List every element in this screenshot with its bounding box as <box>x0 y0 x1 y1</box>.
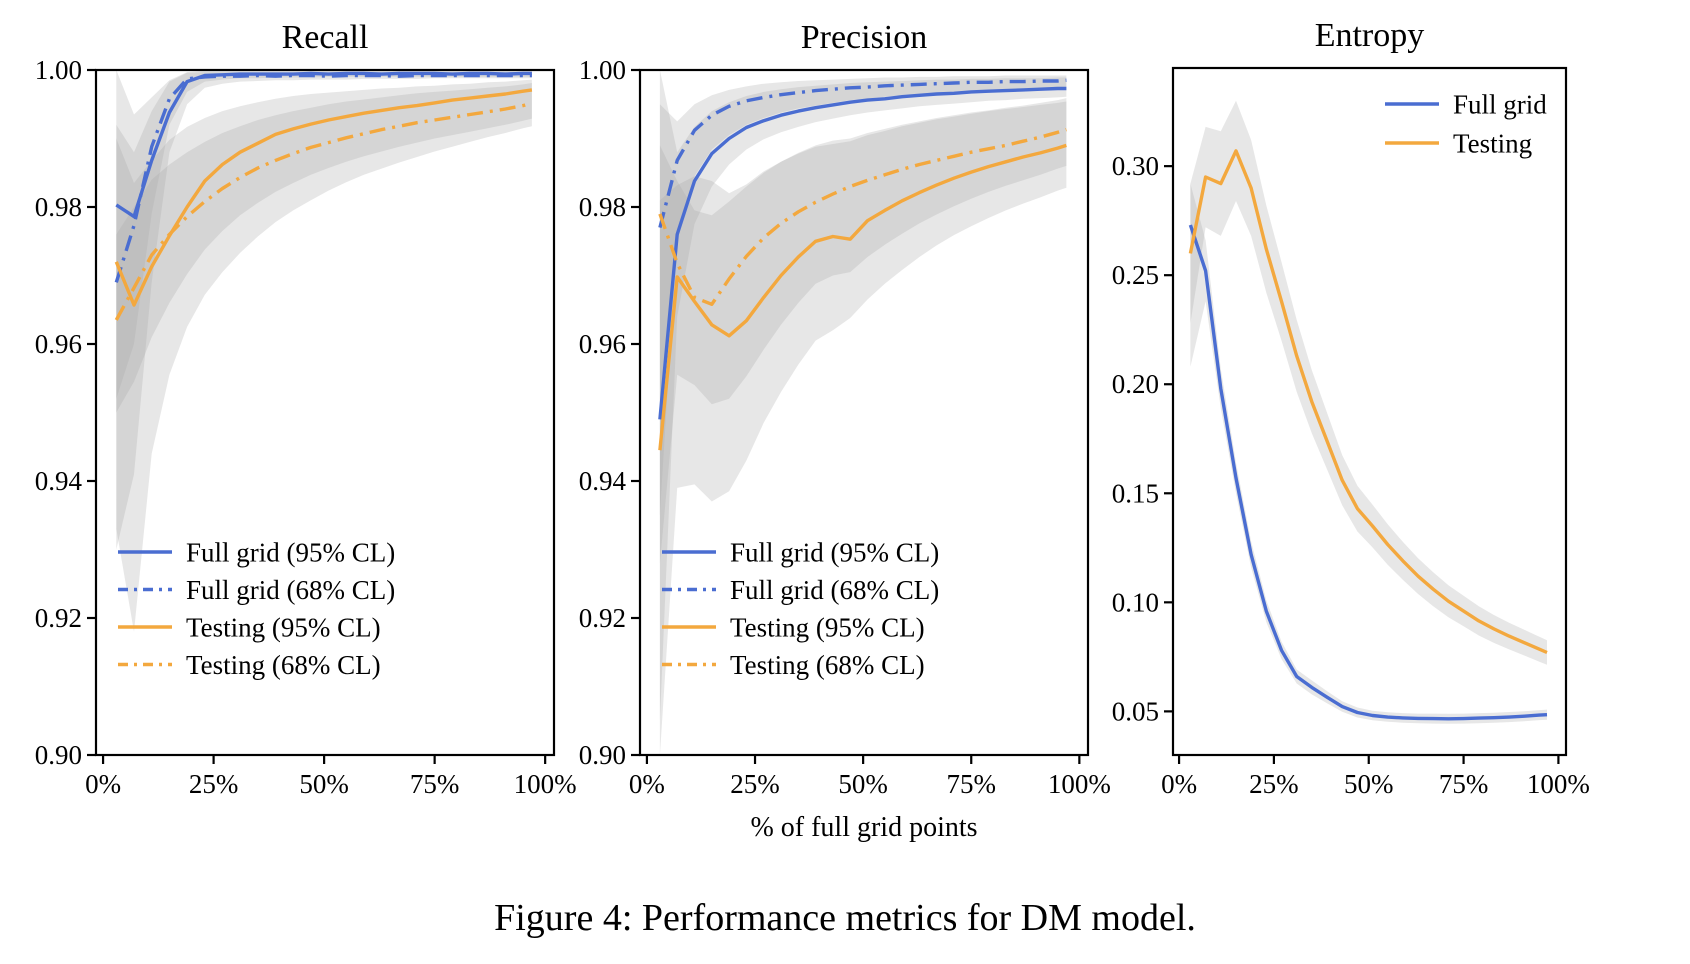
precision-xtick-label: 25% <box>730 769 780 799</box>
entropy-ytick-label: 0.25 <box>1112 260 1159 290</box>
precision-ytick-label: 0.98 <box>579 192 626 222</box>
precision-title: Precision <box>801 19 928 56</box>
entropy-xtick-label: 0% <box>1161 769 1197 799</box>
entropy-ytick-label: 0.15 <box>1112 478 1159 508</box>
entropy-xtick-label: 100% <box>1527 769 1590 799</box>
precision-full-grid-68-band <box>659 75 1067 516</box>
precision-xtick-label: 0% <box>629 769 665 799</box>
precision-series-full-grid-95-cl <box>658 86 1067 420</box>
recall-xtick-label: 100% <box>514 769 577 799</box>
recall-xtick-label: 50% <box>299 769 349 799</box>
recall-series-full-grid-68-cl <box>114 73 532 283</box>
entropy-ytick-label: 0.10 <box>1112 587 1159 617</box>
recall-legend: Full grid (95% CL) Full grid (68% CL) Test… <box>118 538 395 680</box>
entropy-plot: 0% 25% 50% 75% 100% 0.05 0.10 0.15 0.20 0.25 0.30 E… <box>1112 17 1590 799</box>
precision-legend-label-full-grid-68-cl: Full grid (68% CL) <box>730 575 939 605</box>
precision-xtick-label: 50% <box>838 769 888 799</box>
entropy-series-testing <box>1188 149 1548 655</box>
entropy-legend-label-testing: Testing <box>1453 129 1532 159</box>
precision-testing-68-band <box>659 98 1067 564</box>
precision-legend: Full grid (95% CL) Full grid (68% CL) Test… <box>662 538 939 680</box>
recall-ytick-label: 0.92 <box>35 603 82 633</box>
recall-ytick-label: 0.94 <box>35 466 83 496</box>
entropy-full-grid-band <box>1190 183 1547 724</box>
recall-full-grid-68-band <box>116 72 532 399</box>
entropy-xtick-label: 25% <box>1249 769 1299 799</box>
entropy-xtick-label: 75% <box>1439 769 1489 799</box>
recall-ytick-label: 0.98 <box>35 192 82 222</box>
recall-full-grid-95-band <box>116 70 532 550</box>
recall-testing-95-band <box>116 79 532 632</box>
recall-legend-label-full-grid-95-cl: Full grid (95% CL) <box>186 538 395 568</box>
recall-xtick-label: 0% <box>85 769 121 799</box>
recall-title: Recall <box>282 19 369 56</box>
precision-testing-95-band <box>659 101 1067 755</box>
recall-plot: 0% 25% 50% 75% 100% 0.90 0.92 0.94 0.96 0.98 1.00 R… <box>35 19 577 799</box>
entropy-xtick-label: 50% <box>1344 769 1394 799</box>
recall-legend-label-testing-95-cl: Testing (95% CL) <box>186 613 381 643</box>
precision-ytick-label: 0.96 <box>579 329 626 359</box>
recall-xtick-label: 75% <box>410 769 460 799</box>
entropy-ytick-label: 0.05 <box>1112 696 1159 726</box>
entropy-title: Entropy <box>1315 17 1425 54</box>
precision-xtick-label: 75% <box>946 769 996 799</box>
precision-full-grid-95-band <box>659 70 1067 721</box>
x-axis-label: % of full grid points <box>750 812 978 843</box>
precision-ytick-label: 0.94 <box>579 466 627 496</box>
recall-ytick-label: 0.96 <box>35 329 82 359</box>
precision-xtick-label: 100% <box>1048 769 1111 799</box>
recall-series-full-grid-95-cl <box>115 71 532 219</box>
entropy-legend: Full grid Testing <box>1385 90 1547 159</box>
entropy-ytick-label: 0.30 <box>1112 151 1159 181</box>
precision-series-testing-68-cl <box>658 127 1067 306</box>
recall-series-testing-68-cl <box>114 101 533 321</box>
precision-legend-label-testing-68-cl: Testing (68% CL) <box>730 650 925 680</box>
precision-ytick-label: 0.90 <box>579 740 626 770</box>
precision-ytick-label: 0.92 <box>579 603 626 633</box>
entropy-ytick-label: 0.20 <box>1112 369 1159 399</box>
precision-legend-label-testing-95-cl: Testing (95% CL) <box>730 613 925 643</box>
figure-caption: Figure 4: Performance metrics for DM mod… <box>494 897 1196 939</box>
precision-series-full-grid-68-cl <box>658 78 1067 229</box>
recall-ytick-label: 0.90 <box>35 740 82 770</box>
precision-series-testing-95-cl <box>658 143 1067 451</box>
recall-legend-label-testing-68-cl: Testing (68% CL) <box>186 650 381 680</box>
recall-xtick-label: 25% <box>189 769 239 799</box>
precision-ytick-label: 1.00 <box>579 55 626 85</box>
entropy-testing-band <box>1190 100 1547 665</box>
recall-ytick-label: 1.00 <box>35 55 82 85</box>
recall-series-testing-95-cl <box>114 88 533 307</box>
precision-plot: 0% 25% 50% 75% 100% 0.90 0.92 0.94 0.96 0.98 1.00 P… <box>579 19 1111 799</box>
charts-canvas: 0% 25% 50% 75% 100%0.900.920.940.960.981.00R… <box>35 17 1590 799</box>
precision-legend-label-full-grid-95-cl: Full grid (95% CL) <box>730 538 939 568</box>
recall-legend-label-full-grid-68-cl: Full grid (68% CL) <box>186 575 395 605</box>
entropy-legend-label-full-grid: Full grid <box>1453 90 1547 120</box>
entropy-series-full-grid <box>1188 224 1548 721</box>
